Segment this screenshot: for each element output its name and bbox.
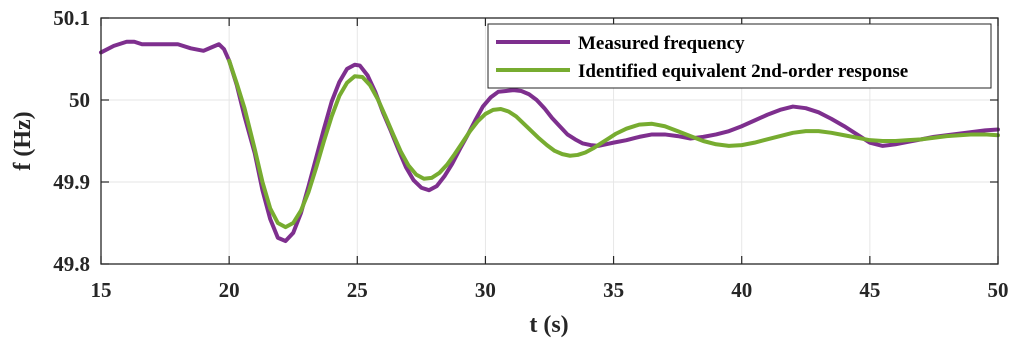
x-tick-label: 25: [347, 278, 368, 302]
x-tick-label: 30: [475, 278, 496, 302]
legend-label-measured: Measured frequency: [578, 33, 745, 54]
x-tick-label: 45: [859, 278, 880, 302]
x-tick-label: 20: [219, 278, 240, 302]
legend: Measured frequency Identified equivalent…: [487, 23, 992, 89]
y-axis-label: f (Hz): [10, 111, 36, 170]
x-tick-label: 40: [731, 278, 752, 302]
identified-response-line: [227, 58, 1000, 230]
legend-label-identified: Identified equivalent 2nd-order response: [578, 61, 908, 82]
legend-box: [487, 23, 992, 89]
plot-frame: [100, 17, 999, 265]
x-tick-label: 15: [91, 278, 112, 302]
series-layer: [99, 39, 1000, 244]
ticks: 15 20 25 30 35 40 45 50 49.8 49.9 50 50.1: [53, 6, 1008, 302]
y-tick-label: 50: [69, 88, 90, 112]
y-tick-label: 49.8: [53, 252, 90, 276]
x-axis-label: t (s): [529, 312, 568, 338]
y-tick-label: 49.9: [53, 170, 90, 194]
x-tick-label: 35: [603, 278, 624, 302]
x-tick-label: 50: [988, 278, 1009, 302]
y-tick-label: 50.1: [53, 6, 90, 30]
